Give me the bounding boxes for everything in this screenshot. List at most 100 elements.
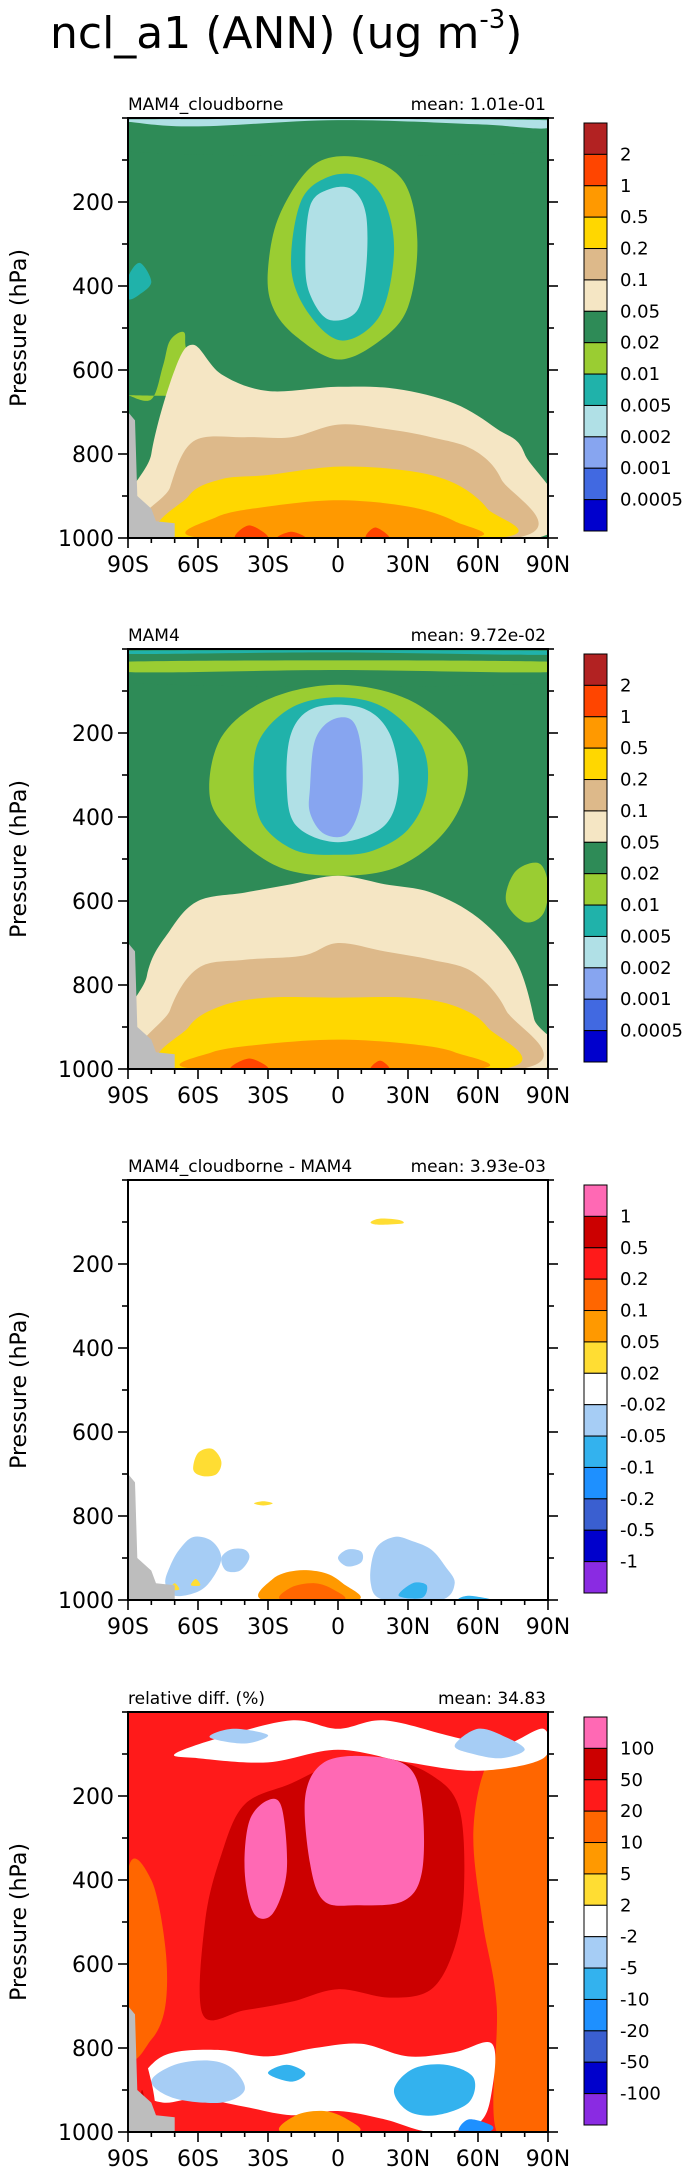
colorbar-swatch	[583, 2030, 608, 2063]
x-tick-label: 90N	[526, 1615, 570, 1640]
colorbar-label: -5	[620, 1958, 638, 1979]
y-tick-label: 1000	[58, 1589, 114, 1614]
contour-field	[128, 1180, 548, 1600]
colorbar-swatch	[583, 998, 608, 1032]
colorbar-swatch	[583, 436, 608, 469]
contour-region	[279, 1583, 346, 1600]
y-tick-label: 200	[72, 722, 114, 747]
colorbar-swatch	[583, 873, 608, 906]
colorbar-swatch	[583, 1716, 608, 1749]
contour-field	[128, 118, 548, 538]
colorbar-swatch	[583, 1278, 608, 1312]
y-tick-label: 400	[72, 1337, 114, 1362]
colorbar-label: 0.05	[620, 832, 660, 853]
contour-region	[221, 1548, 250, 1573]
colorbar-label: 0.005	[620, 926, 672, 947]
colorbar-label: 5	[620, 1864, 631, 1885]
colorbar-swatch	[583, 716, 608, 749]
contour-region	[230, 1058, 269, 1069]
chart-panel: MAM4_cloudborne - MAM4 mean: 3.93e-03 200 4…	[7, 1157, 667, 1640]
contour-region	[254, 1501, 273, 1506]
colorbar-label: 1	[620, 707, 631, 728]
colorbar-swatch	[583, 404, 608, 438]
colorbar-swatch	[583, 1030, 608, 1063]
x-tick-label: 60N	[456, 2147, 500, 2172]
contour-region	[244, 1798, 288, 1919]
contour-region	[458, 2119, 494, 2132]
panel-subtitle-right: mean: 34.83	[438, 1689, 546, 1709]
panel-subtitle-left: relative diff. (%)	[128, 1689, 265, 1709]
x-tick-label: 30S	[247, 2147, 289, 2172]
x-tick-label: 30S	[247, 553, 289, 578]
colorbar-label: 0.01	[620, 364, 660, 385]
contour-region	[128, 660, 548, 673]
colorbar-swatch	[583, 1873, 608, 1906]
x-tick-label: 90S	[107, 1084, 149, 1109]
colorbar-swatch	[583, 841, 608, 875]
colorbar-swatch	[583, 1184, 608, 1217]
y-tick-label: 800	[72, 2037, 114, 2062]
contour-region	[365, 527, 390, 538]
contour-region	[128, 262, 152, 300]
x-tick-label: 30N	[386, 553, 430, 578]
colorbar-label: 0.05	[620, 301, 660, 322]
y-tick-label: 200	[72, 1785, 114, 1810]
contour-region	[278, 2110, 361, 2132]
colorbar-swatch	[583, 1747, 608, 1781]
colorbar-swatch	[583, 1904, 608, 1938]
contour-region	[505, 862, 548, 923]
x-tick-label: 90S	[107, 553, 149, 578]
panel-subtitle-left: MAM4	[128, 626, 180, 646]
panel-subtitle-right: mean: 3.93e-03	[411, 1157, 546, 1177]
contour-region	[267, 2064, 306, 2082]
colorbar-label: 2	[620, 675, 631, 696]
x-tick-label: 0	[331, 2147, 345, 2172]
colorbar-label: 0.05	[620, 1332, 660, 1353]
colorbar-swatch	[583, 810, 608, 843]
colorbar-swatch	[583, 310, 608, 344]
contour-region	[128, 650, 548, 655]
y-tick-label: 600	[72, 890, 114, 915]
contour-region	[370, 1218, 404, 1225]
colorbar-swatch	[583, 747, 608, 781]
colorbar-swatch	[583, 1842, 608, 1875]
x-tick-label: 90N	[526, 2147, 570, 2172]
x-tick-label: 60S	[177, 1615, 219, 1640]
contour-region	[128, 1858, 168, 2060]
colorbar-swatch	[583, 967, 608, 1000]
y-tick-label: 800	[72, 443, 114, 468]
colorbar-swatch	[583, 248, 608, 281]
colorbar-label: 0.2	[620, 1269, 649, 1290]
colorbar-swatch	[583, 1498, 608, 1531]
x-tick-label: 30N	[386, 1084, 430, 1109]
colorbar-swatch	[583, 1779, 608, 1812]
colorbar-swatch	[583, 279, 608, 312]
y-tick-label: 400	[72, 806, 114, 831]
panel-subtitle-right: mean: 1.01e-01	[411, 95, 546, 115]
x-tick-label: 60N	[456, 1615, 500, 1640]
colorbar-label: 2	[620, 1895, 631, 1916]
colorbar-label: 50	[620, 1770, 643, 1791]
colorbar-label: 0.001	[620, 458, 672, 479]
colorbar-swatch	[583, 1404, 608, 1437]
colorbar-swatch	[583, 342, 608, 375]
contour-region	[304, 1755, 425, 1906]
topography-mask	[128, 2006, 175, 2132]
colorbar-swatch	[583, 1967, 608, 2000]
colorbar-label: 0.2	[620, 770, 649, 791]
contour-field	[128, 649, 548, 1069]
x-tick-label: 0	[331, 1084, 345, 1109]
chart-panel: MAM4 mean: 9.72e-02 200 400 600 800 1000 Pressu…	[7, 626, 683, 1109]
x-tick-label: 60N	[456, 553, 500, 578]
x-tick-label: 90N	[526, 1084, 570, 1109]
contour-region	[185, 500, 485, 538]
contour-region	[398, 1582, 428, 1599]
colorbar-label: 0.005	[620, 395, 672, 416]
colorbar-label: 0.5	[620, 738, 649, 759]
colorbar-swatch	[583, 2061, 608, 2095]
y-tick-label: 1000	[58, 2121, 114, 2146]
contour-region	[165, 1536, 222, 1597]
colorbar-swatch	[583, 373, 608, 406]
colorbar-swatch	[583, 1561, 608, 1594]
y-tick-label: 600	[72, 1953, 114, 1978]
